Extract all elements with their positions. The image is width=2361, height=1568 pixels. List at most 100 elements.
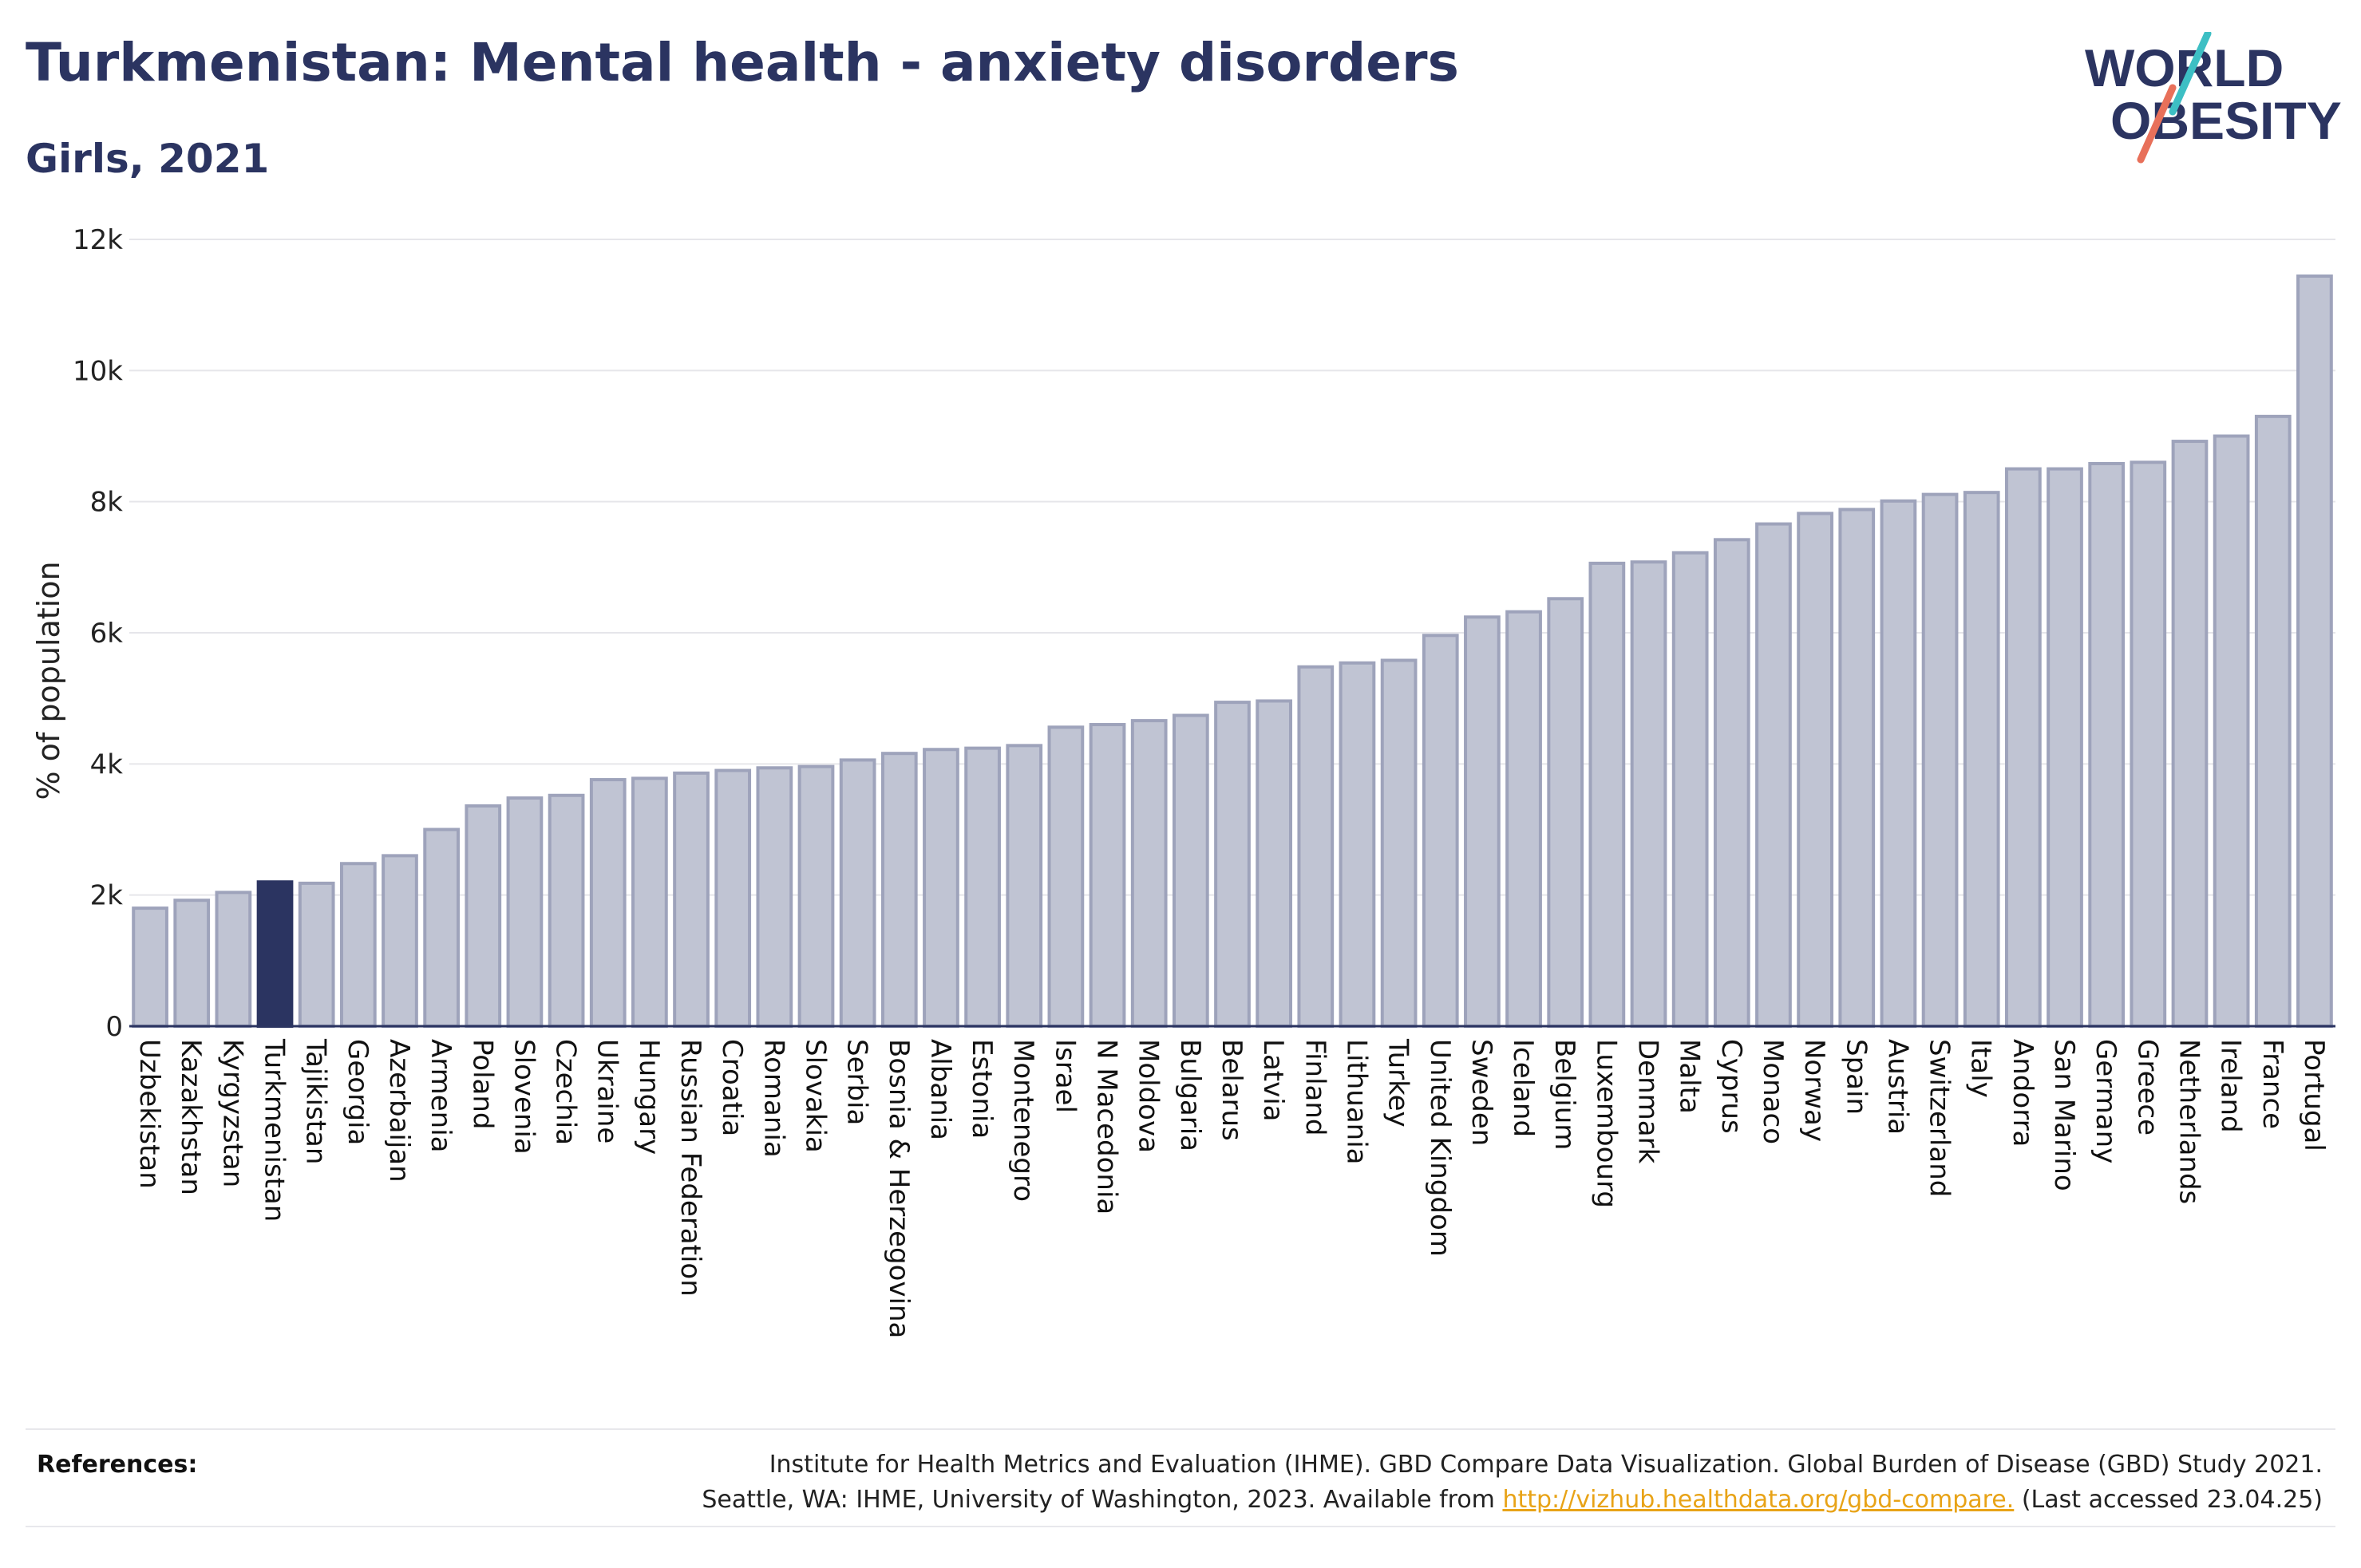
x-tick-label: Croatia [716, 1039, 748, 1136]
bar [1380, 658, 1418, 1028]
logo-slash-teal [2169, 32, 2212, 116]
x-tick-label: Russian Federation [674, 1039, 706, 1297]
x-tick-label: Turkmenistan [259, 1038, 291, 1222]
bar [506, 796, 544, 1028]
x-tick-label: Italy [1965, 1039, 1997, 1098]
bar [1214, 701, 1251, 1028]
x-tick-label: Switzerland [1924, 1039, 1956, 1197]
x-tick-label: Hungary [633, 1039, 665, 1155]
chart-title: Turkmenistan: Mental health - anxiety di… [26, 32, 1459, 93]
bar [2130, 460, 2167, 1028]
bar [2213, 434, 2250, 1028]
x-tick-label: Belarus [1216, 1039, 1248, 1141]
bar [423, 827, 460, 1028]
x-tick-label: N Macedonia [1091, 1039, 1123, 1215]
x-tick-label: Denmark [1632, 1039, 1664, 1164]
bar [1130, 719, 1168, 1028]
x-tick-label: Greece [2131, 1039, 2163, 1136]
x-tick-label: Armenia [425, 1039, 457, 1153]
y-tick-label: 0 [105, 1011, 123, 1043]
x-tick-label: Kazakhstan [175, 1039, 207, 1195]
bar [1505, 610, 1542, 1028]
bar [382, 854, 418, 1029]
bar [1921, 492, 1959, 1028]
x-tick-label: Austria [1881, 1039, 1913, 1135]
bar [1297, 665, 1335, 1029]
x-tick-label: Belgium [1548, 1039, 1580, 1150]
x-tick-label: Finland [1299, 1039, 1331, 1136]
x-tick-label: Slovakia [799, 1039, 831, 1153]
y-axis-label: % of population [31, 561, 66, 800]
references-line-1: Institute for Health Metrics and Evaluat… [769, 1451, 2323, 1479]
bar [964, 746, 1001, 1028]
bar [2254, 414, 2292, 1028]
x-tick-label: Turkey [1382, 1038, 1414, 1128]
x-tick-label: Bosnia & Herzegovina [883, 1039, 915, 1338]
references-link[interactable]: http://vizhub.healthdata.org/gbd-compare… [1502, 1486, 2015, 1514]
x-tick-label: Estonia [966, 1039, 998, 1139]
chart-subtitle: Girls, 2021 [26, 136, 270, 182]
bar [548, 793, 585, 1028]
bar [298, 881, 335, 1029]
bar [339, 862, 377, 1029]
x-tick-label: Bulgaria [1174, 1039, 1206, 1151]
bar [1713, 538, 1750, 1028]
bar [1422, 634, 1459, 1029]
x-tick-label: Cyprus [1715, 1039, 1747, 1134]
bar [256, 880, 294, 1028]
bar [1880, 499, 1917, 1028]
x-tick-label: Portugal [2298, 1039, 2330, 1151]
bar [1339, 661, 1376, 1029]
y-tick-label: 2k [90, 880, 124, 912]
bar [673, 771, 710, 1028]
bar [1797, 511, 1833, 1028]
x-tick-label: Romania [757, 1039, 789, 1158]
bar-chart: 0 2k 4k 6k 8k 10k 12k % of population Uzbekistan… [31, 224, 2335, 1338]
x-tick-label: Netherlands [2173, 1039, 2205, 1204]
bar [2005, 467, 2042, 1028]
bar [2088, 462, 2126, 1028]
x-tick-label: Spain [1840, 1039, 1872, 1115]
x-tick-label: Czechia [550, 1039, 582, 1145]
bar [2171, 440, 2209, 1028]
x-tick-label: Sweden [1465, 1039, 1497, 1146]
references-line-2: Seattle, WA: IHME, University of Washing… [702, 1483, 2323, 1518]
x-tick-label: France [2256, 1039, 2288, 1129]
x-tick-label: Andorra [2007, 1039, 2039, 1147]
bar [1588, 561, 1626, 1028]
x-tick-label: Ireland [2215, 1039, 2247, 1133]
bar [2047, 467, 2083, 1028]
bar [1256, 699, 1293, 1028]
bar [1630, 560, 1667, 1028]
bar [839, 758, 876, 1028]
x-tick-label: Latvia [1257, 1039, 1289, 1122]
logo-slash-coral [2137, 84, 2177, 164]
x-tick-label: Poland [466, 1039, 498, 1130]
bar [756, 766, 793, 1028]
bar [631, 776, 668, 1028]
bar [797, 764, 835, 1028]
bar [1047, 725, 1085, 1028]
x-tick-label: Malta [1674, 1039, 1706, 1114]
bar [1963, 491, 2000, 1028]
x-tick-label: Luxembourg [1590, 1039, 1622, 1208]
bar [1547, 597, 1584, 1028]
bar [1172, 713, 1209, 1029]
y-tick-label: 8k [90, 487, 124, 519]
bar [215, 891, 252, 1028]
y-tick-label: 6k [90, 618, 124, 650]
bar [880, 752, 918, 1028]
y-tick-label: 10k [73, 355, 123, 387]
bar [714, 768, 752, 1028]
bar [1464, 615, 1501, 1028]
bar [465, 804, 502, 1028]
x-tick-label: Monaco [1757, 1039, 1789, 1144]
x-tick-label: Montenegro [1007, 1039, 1039, 1202]
x-tick-label: United Kingdom [1424, 1039, 1456, 1257]
world-obesity-logo: WORLD OBESITY [2085, 32, 2342, 164]
x-tick-label: Ukraine [591, 1039, 623, 1143]
bar [1755, 522, 1792, 1028]
references-section: References: Institute for Health Metrics… [26, 1428, 2335, 1527]
bar [1838, 508, 1876, 1028]
bar [923, 748, 959, 1028]
